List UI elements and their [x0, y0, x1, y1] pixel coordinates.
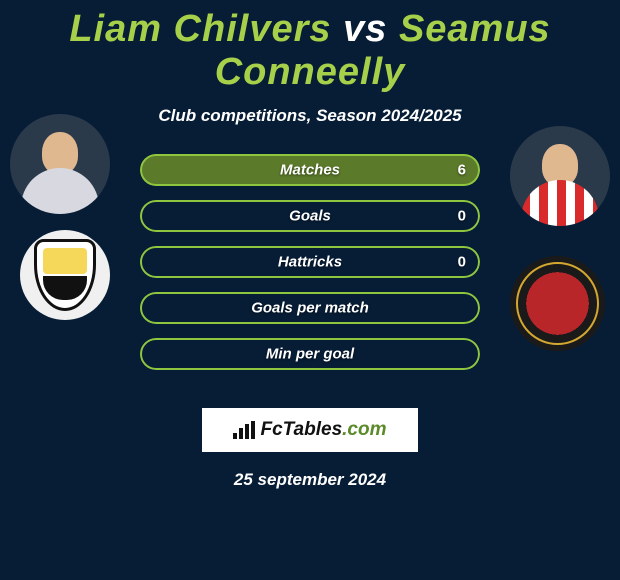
comparison-title: Liam Chilvers vs Seamus Conneelly — [0, 0, 620, 94]
stat-label: Hattricks — [140, 254, 480, 271]
brand-box: FcTables.com — [202, 408, 418, 452]
stat-row-matches: Matches 6 — [140, 154, 480, 186]
stat-row-goals-per-match: Goals per match — [140, 292, 480, 324]
stat-row-min-per-goal: Min per goal — [140, 338, 480, 370]
stat-label: Min per goal — [140, 346, 480, 363]
stat-row-hattricks: Hattricks 0 — [140, 246, 480, 278]
brand-name: FcTables — [260, 419, 342, 440]
bar-chart-icon — [233, 421, 255, 439]
stat-label: Goals per match — [140, 300, 480, 317]
date-label: 25 september 2024 — [0, 470, 620, 490]
stat-label: Goals — [140, 208, 480, 225]
stats-area: Matches 6 Goals 0 Hattricks 0 Goals per … — [0, 154, 620, 404]
player1-name: Liam Chilvers — [69, 8, 331, 50]
brand-suffix: .com — [342, 419, 386, 440]
stat-label: Matches — [140, 162, 480, 179]
subtitle: Club competitions, Season 2024/2025 — [0, 106, 620, 126]
brand-text: FcTables.com — [260, 419, 386, 441]
stat-bars: Matches 6 Goals 0 Hattricks 0 Goals per … — [140, 154, 480, 384]
stat-value: 6 — [458, 162, 466, 179]
stat-value: 0 — [458, 208, 466, 225]
stat-row-goals: Goals 0 — [140, 200, 480, 232]
vs-text: vs — [343, 8, 387, 50]
stat-value: 0 — [458, 254, 466, 271]
